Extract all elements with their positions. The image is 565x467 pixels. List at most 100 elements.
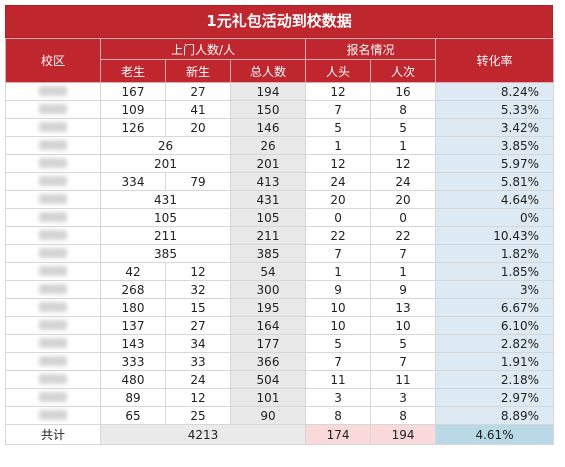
cell-old: 109	[100, 100, 166, 119]
summary-times: 194	[370, 424, 437, 445]
cell-rate: 10.43%	[435, 226, 555, 245]
cell-old: 89	[100, 388, 166, 407]
cell-times: 12	[370, 154, 437, 173]
summary-visits: 4213	[99, 424, 307, 445]
cell-heads: 10	[305, 316, 372, 335]
cell-rate: 5.81%	[435, 172, 555, 191]
redacted-campus-name	[39, 373, 67, 384]
header-new: 新生	[165, 59, 231, 83]
cell-times: 22	[370, 226, 437, 245]
campus-cell-redacted	[5, 154, 101, 173]
campus-cell-redacted	[5, 388, 101, 407]
summary-heads: 174	[305, 424, 372, 445]
cell-total: 195	[229, 298, 307, 317]
redacted-campus-name	[39, 211, 67, 222]
cell-old: 65	[100, 406, 166, 425]
header-heads: 人头	[305, 59, 372, 83]
cell-times: 16	[370, 82, 437, 101]
conversion-table-sheet: 1元礼包活动到校数据 校区 上门人数/人 报名情况 转化率 老生 新生 总人数 …	[5, 5, 555, 445]
table-row: 167 27 194 12 16 8.24%	[5, 82, 555, 101]
campus-cell-redacted	[5, 82, 101, 101]
cell-heads: 7	[305, 244, 372, 263]
cell-rate: 6.10%	[435, 316, 555, 335]
redacted-campus-name	[39, 103, 67, 114]
cell-new: 79	[165, 172, 231, 191]
cell-heads: 1	[305, 262, 372, 281]
header-old: 老生	[100, 59, 166, 83]
redacted-campus-name	[39, 139, 67, 150]
cell-rate: 3.85%	[435, 136, 555, 155]
cell-visits-merged: 201	[100, 154, 231, 173]
campus-cell-redacted	[5, 370, 101, 389]
cell-times: 8	[370, 100, 437, 119]
table-row: 431 431 20 20 4.64%	[5, 190, 555, 209]
cell-new: 20	[165, 118, 231, 137]
redacted-campus-name	[39, 157, 67, 168]
campus-cell-redacted	[5, 208, 101, 227]
table-row: 105 105 0 0 0%	[5, 208, 555, 227]
cell-heads: 0	[305, 208, 372, 227]
campus-cell-redacted	[5, 406, 101, 425]
cell-total: 385	[229, 244, 307, 263]
header-total: 总人数	[229, 59, 307, 83]
cell-heads: 5	[305, 334, 372, 353]
cell-total: 211	[229, 226, 307, 245]
cell-rate: 1.85%	[435, 262, 555, 281]
cell-rate: 2.82%	[435, 334, 555, 353]
cell-heads: 9	[305, 280, 372, 299]
cell-new: 32	[165, 280, 231, 299]
cell-rate: 2.97%	[435, 388, 555, 407]
cell-times: 11	[370, 370, 437, 389]
redacted-campus-name	[39, 265, 67, 276]
table-row: 268 32 300 9 9 3%	[5, 280, 555, 299]
table-row: 180 15 195 10 13 6.67%	[5, 298, 555, 317]
cell-total: 194	[229, 82, 307, 101]
cell-heads: 24	[305, 172, 372, 191]
cell-old: 334	[100, 172, 166, 191]
cell-new: 15	[165, 298, 231, 317]
cell-times: 13	[370, 298, 437, 317]
cell-times: 24	[370, 172, 437, 191]
cell-new: 12	[165, 262, 231, 281]
cell-total: 101	[229, 388, 307, 407]
cell-visits-merged: 431	[100, 190, 231, 209]
cell-new: 41	[165, 100, 231, 119]
table-row: 385 385 7 7 1.82%	[5, 244, 555, 263]
cell-heads: 3	[305, 388, 372, 407]
cell-heads: 7	[305, 100, 372, 119]
table-row: 201 201 12 12 5.97%	[5, 154, 555, 173]
cell-times: 9	[370, 280, 437, 299]
table-row: 480 24 504 11 11 2.18%	[5, 370, 555, 389]
cell-total: 300	[229, 280, 307, 299]
cell-heads: 7	[305, 352, 372, 371]
cell-total: 431	[229, 190, 307, 209]
cell-visits-merged: 105	[100, 208, 231, 227]
cell-heads: 20	[305, 190, 372, 209]
redacted-campus-name	[39, 229, 67, 240]
cell-total: 54	[229, 262, 307, 281]
redacted-campus-name	[39, 283, 67, 294]
campus-cell-redacted	[5, 298, 101, 317]
cell-old: 143	[100, 334, 166, 353]
table-row: 143 34 177 5 5 2.82%	[5, 334, 555, 353]
summary-rate: 4.61%	[435, 424, 555, 445]
table-row: 334 79 413 24 24 5.81%	[5, 172, 555, 191]
cell-new: 25	[165, 406, 231, 425]
header-visits-group: 上门人数/人	[99, 38, 307, 60]
cell-new: 34	[165, 334, 231, 353]
cell-total: 150	[229, 100, 307, 119]
cell-heads: 12	[305, 82, 372, 101]
header-rate: 转化率	[435, 38, 555, 83]
cell-times: 1	[370, 136, 437, 155]
cell-rate: 2.18%	[435, 370, 555, 389]
cell-rate: 6.67%	[435, 298, 555, 317]
cell-total: 504	[229, 370, 307, 389]
cell-new: 27	[165, 316, 231, 335]
cell-total: 26	[229, 136, 307, 155]
campus-cell-redacted	[5, 352, 101, 371]
table-title: 1元礼包活动到校数据	[5, 5, 553, 38]
cell-times: 20	[370, 190, 437, 209]
header-times: 人次	[370, 59, 437, 83]
campus-cell-redacted	[5, 280, 101, 299]
cell-new: 27	[165, 82, 231, 101]
